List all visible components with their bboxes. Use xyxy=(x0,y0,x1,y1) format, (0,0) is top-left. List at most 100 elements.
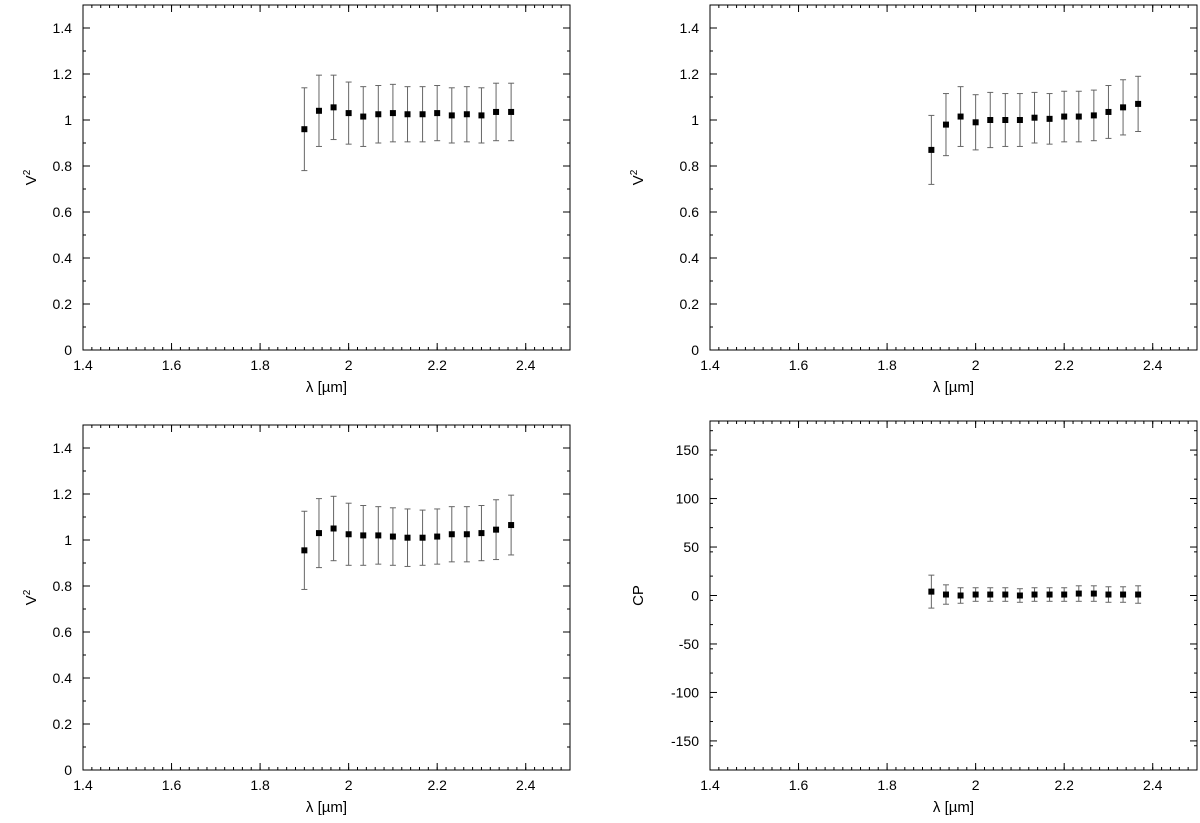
data-marker xyxy=(360,113,367,120)
y-axis-label: V2 xyxy=(22,589,40,605)
y-tick-label: 0.8 xyxy=(53,158,73,174)
data-marker xyxy=(1135,591,1142,598)
data-marker xyxy=(1090,590,1097,597)
data-marker xyxy=(448,112,455,119)
data-point xyxy=(478,505,485,562)
data-marker xyxy=(1090,112,1097,119)
y-axis-label-base: V xyxy=(630,175,647,185)
x-tick-label: 1.6 xyxy=(789,777,809,793)
data-marker xyxy=(345,110,352,117)
data-marker xyxy=(1002,117,1009,123)
y-tick-label: 0.4 xyxy=(53,250,73,266)
data-point xyxy=(1031,91,1038,144)
data-marker xyxy=(478,112,485,119)
x-minor-ticks xyxy=(82,5,571,350)
data-point xyxy=(419,86,426,143)
data-series xyxy=(928,75,1142,185)
x-tick-label: 2.2 xyxy=(427,777,447,793)
data-point xyxy=(1105,586,1112,603)
x-tick-label: 2 xyxy=(972,777,980,793)
y-axis-label-base: V xyxy=(23,595,40,605)
data-marker xyxy=(1120,591,1127,598)
x-tick-label: 1.8 xyxy=(250,777,270,793)
y-tick-label: 0.2 xyxy=(680,296,700,312)
x-axis-label: λ [µm] xyxy=(306,379,347,396)
data-point xyxy=(448,87,455,144)
x-tick-label: 1.4 xyxy=(73,777,93,793)
data-marker xyxy=(389,110,396,117)
data-series xyxy=(928,574,1142,609)
data-point xyxy=(1075,90,1082,143)
data-point xyxy=(315,498,322,569)
data-point xyxy=(1002,587,1009,602)
y-axis-label-base: V xyxy=(23,175,40,185)
x-axis-label: λ [µm] xyxy=(933,379,974,396)
chart-panel-1: 1.4 1.6 1.8 2 2.2 2.4 0 0.2 0.4 0.6 0.8 1 1.2 1.4 λ [µ… xyxy=(22,4,571,396)
data-marker xyxy=(1002,591,1009,598)
data-point xyxy=(1135,75,1142,132)
y-tick-label: 0.6 xyxy=(680,204,700,220)
y-axis-label: V2 xyxy=(22,169,40,185)
data-marker xyxy=(1075,590,1082,597)
data-point xyxy=(1016,93,1023,147)
data-marker xyxy=(448,531,455,538)
data-point xyxy=(1075,585,1082,602)
data-point xyxy=(345,81,352,145)
data-marker xyxy=(404,111,411,118)
data-point xyxy=(928,574,935,609)
data-marker xyxy=(315,530,322,537)
y-tick-label: 0.8 xyxy=(680,158,700,174)
y-tick-label: 0 xyxy=(691,588,699,604)
plot-frame xyxy=(82,4,571,351)
data-point xyxy=(987,91,994,149)
y-tick-label: 1.2 xyxy=(53,486,73,502)
data-marker xyxy=(1075,113,1082,120)
data-point xyxy=(972,587,979,602)
data-series xyxy=(301,494,515,590)
y-tick-label: 50 xyxy=(683,539,699,555)
data-point xyxy=(315,74,322,147)
x-tick-label: 1.6 xyxy=(789,357,809,373)
x-tick-label: 1.8 xyxy=(877,777,897,793)
x-minor-ticks xyxy=(709,5,1198,350)
data-point xyxy=(1016,588,1023,603)
data-marker xyxy=(972,591,979,598)
y-tick-label: 0.4 xyxy=(680,250,700,266)
x-tick-label: 1.4 xyxy=(700,777,720,793)
data-point xyxy=(301,87,308,172)
y-tick-label: -150 xyxy=(671,733,699,749)
data-marker xyxy=(1016,592,1023,599)
data-point xyxy=(404,86,411,143)
plot-frame xyxy=(709,4,1198,351)
x-tick-label: 2.2 xyxy=(1054,777,1074,793)
data-marker xyxy=(315,107,322,114)
data-marker xyxy=(972,119,979,126)
x-tick-label: 2.4 xyxy=(1143,777,1163,793)
data-point xyxy=(942,584,949,605)
data-marker xyxy=(419,534,426,541)
data-point xyxy=(1031,587,1038,602)
data-point xyxy=(419,509,426,566)
data-marker xyxy=(942,591,949,598)
data-point xyxy=(404,508,411,567)
y-tick-label: 0.6 xyxy=(53,624,73,640)
data-point xyxy=(360,505,367,566)
data-marker xyxy=(301,126,308,133)
y-tick-label: -100 xyxy=(671,684,699,700)
data-marker xyxy=(1046,115,1053,122)
x-tick-label: 1.6 xyxy=(162,357,182,373)
y-tick-label: 1 xyxy=(691,112,699,128)
data-point xyxy=(463,506,470,563)
data-marker xyxy=(987,117,994,123)
y-tick-label: 1.4 xyxy=(680,20,700,36)
data-marker xyxy=(1120,104,1127,111)
data-marker xyxy=(508,522,515,529)
x-tick-label: 1.6 xyxy=(162,777,182,793)
x-tick-label: 2.4 xyxy=(516,357,536,373)
data-point xyxy=(434,85,441,142)
chart-panel-4: 1.4 1.6 1.8 2 2.2 2.4 -150 -100 -50 0 50 100 150 λ [µ… xyxy=(630,420,1198,816)
data-marker xyxy=(493,108,500,115)
x-axis-label: λ [µm] xyxy=(933,799,974,816)
data-point xyxy=(493,499,500,561)
data-point xyxy=(1120,79,1127,136)
